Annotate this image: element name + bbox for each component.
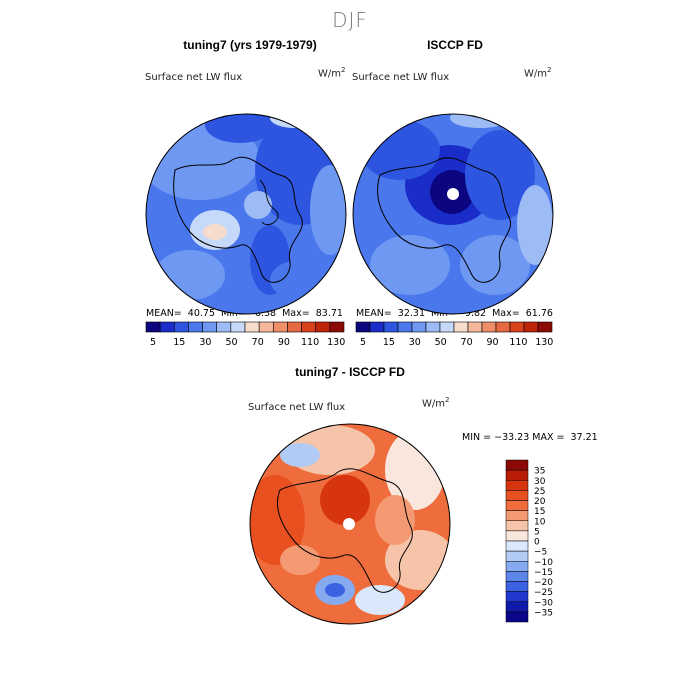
left-units-label: W/m2 (318, 66, 346, 80)
right-colorbar-tick-label: 30 (409, 337, 421, 348)
right-colorbar-swatch (453, 321, 469, 333)
left-colorbar-tick-label: 5 (150, 337, 156, 348)
diff-colorbar-swatch (505, 561, 529, 572)
left-colorbar-swatch (173, 321, 189, 333)
left-colorbar-tick-label: 30 (199, 337, 211, 348)
right-colorbar-tick-label: 50 (435, 337, 447, 348)
season-title: DJF (332, 8, 368, 32)
diff-colorbar-swatch (505, 490, 529, 501)
diff-colorbar-tick-label: 15 (534, 507, 545, 517)
right-colorbar-swatch (523, 321, 539, 333)
diff-colorbar-swatch (505, 571, 529, 582)
diff-colorbar-swatch (505, 581, 529, 592)
left-panel-title: tuning7 (yrs 1979-1979) (183, 38, 317, 52)
diff-colorbar-tick-label: −5 (534, 548, 547, 558)
right-map-border (352, 113, 554, 315)
diff-colorbar-swatch (505, 469, 529, 481)
diff-colorbar-tick-label: −15 (534, 568, 553, 578)
left-colorbar-swatch (145, 321, 161, 333)
diff-colorbar-swatch (505, 459, 529, 471)
right-panel-title: ISCCP FD (427, 38, 483, 52)
diff-colorbar-tick-label: 20 (534, 497, 546, 507)
right-colorbar-tick-label: 130 (535, 337, 553, 348)
diff-colorbar-swatch (505, 480, 529, 491)
diff-colorbar-tick-label: 25 (534, 487, 545, 497)
right-colorbar-swatch (509, 321, 525, 333)
right-colorbar-tick-label: 70 (461, 337, 473, 348)
right-colorbar-swatch (537, 321, 553, 333)
diff-pole-hole (343, 518, 355, 530)
left-colorbar-swatch (244, 321, 260, 333)
diff-colorbar-swatch (505, 591, 529, 602)
right-colorbar: 5 15 30 50 70 90 110 130 (355, 321, 553, 348)
left-map-border (145, 113, 347, 315)
left-colorbar-swatch (159, 321, 175, 333)
diff-colorbar-swatch (505, 540, 529, 552)
diff-colorbar-tick-label: 0 (534, 538, 540, 548)
diff-colorbar-swatch (505, 510, 529, 521)
diff-colorbar-tick-label: 10 (534, 517, 546, 527)
left-colorbar-swatch (329, 321, 345, 333)
diff-variable-label: Surface net LW flux (248, 402, 346, 413)
diff-units-label: W/m2 (422, 396, 450, 410)
left-colorbar-swatch (202, 321, 218, 333)
diff-colorbar-swatch (505, 611, 529, 623)
right-colorbar-swatch (495, 321, 511, 333)
right-colorbar-tick-label: 5 (360, 337, 366, 348)
diff-colorbar-swatch (505, 530, 529, 542)
diff-colorbar-tick-label: 35 (534, 467, 545, 477)
right-colorbar-swatch (355, 321, 371, 333)
left-colorbar-tick-label: 130 (327, 337, 345, 348)
left-variable-label: Surface net LW flux (145, 72, 243, 83)
left-colorbar-tick-label: 90 (278, 337, 290, 348)
left-colorbar-swatch (230, 321, 246, 333)
right-colorbar-swatch (411, 321, 427, 333)
diff-minmax: MIN = −33.23 MAX = 37.21 (462, 432, 598, 443)
right-polar-map (353, 114, 553, 314)
right-pole-hole (447, 188, 459, 200)
right-colorbar-swatch (369, 321, 385, 333)
right-colorbar-tick-label: 90 (486, 337, 498, 348)
diff-colorbar-tick-label: −25 (534, 588, 553, 598)
diff-colorbar-tick-label: 5 (534, 527, 540, 537)
right-units-label: W/m2 (524, 66, 552, 80)
right-colorbar-swatch (439, 321, 455, 333)
right-colorbar-tick-label: 110 (509, 337, 527, 348)
diff-colorbar-tick-label: −10 (534, 558, 553, 568)
left-colorbar-swatch (188, 321, 203, 333)
left-colorbar-swatch (287, 321, 302, 333)
diff-colorbar-tick-label: 30 (534, 477, 546, 487)
diff-colorbar-tick-label: −20 (534, 578, 553, 588)
right-colorbar-swatch (397, 321, 413, 333)
diff-colorbar-tick-label: −35 (534, 608, 553, 618)
left-polar-map (146, 114, 346, 314)
left-colorbar-swatch (258, 321, 274, 333)
left-colorbar-tick-label: 110 (301, 337, 319, 348)
right-colorbar-swatch (467, 321, 483, 333)
left-colorbar: 5 15 30 50 70 90 110 130 (145, 321, 345, 348)
right-colorbar-swatch (425, 321, 441, 333)
diff-colorbar-swatch (505, 601, 529, 613)
left-colorbar-tick-label: 70 (252, 337, 264, 348)
right-variable-label: Surface net LW flux (352, 72, 450, 83)
diff-colorbar-swatch (505, 550, 529, 562)
diff-colorbar-swatch (505, 500, 529, 511)
diff-panel-title: tuning7 - ISCCP FD (295, 365, 405, 379)
right-colorbar-swatch (383, 321, 399, 333)
diff-map-border (249, 423, 451, 625)
left-colorbar-tick-label: 50 (226, 337, 238, 348)
left-colorbar-swatch (272, 321, 288, 333)
left-colorbar-swatch (216, 321, 232, 333)
left-colorbar-swatch (315, 321, 331, 333)
left-colorbar-swatch (301, 321, 317, 333)
right-colorbar-tick-label: 15 (383, 337, 395, 348)
diff-colorbar-tick-label: −30 (534, 598, 553, 608)
diff-colorbar-swatch (505, 520, 529, 532)
left-colorbar-tick-label: 15 (173, 337, 185, 348)
right-colorbar-swatch (481, 321, 497, 333)
